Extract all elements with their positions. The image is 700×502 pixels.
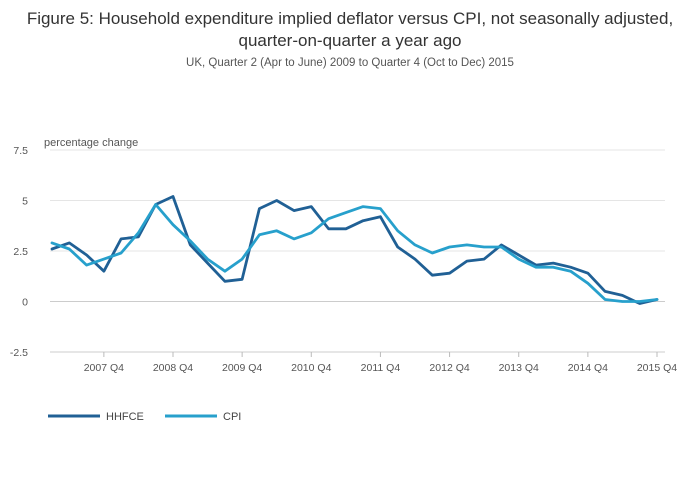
legend-label-cpi: CPI	[223, 411, 241, 423]
x-tick-label: 2008 Q4	[153, 362, 193, 374]
x-tick-label: 2012 Q4	[429, 362, 469, 374]
legend-label-hhfce: HHFCE	[106, 411, 144, 423]
chart-subtitle: UK, Quarter 2 (Apr to June) 2009 to Quar…	[186, 57, 514, 69]
x-tick-label: 2007 Q4	[84, 362, 124, 374]
y-tick-label: 7.5	[13, 145, 28, 157]
x-tick-label: 2013 Q4	[499, 362, 539, 374]
y-tick-label: -2.5	[10, 347, 28, 359]
x-tick-label: 2010 Q4	[291, 362, 331, 374]
y-axis-label: percentage change	[44, 137, 138, 149]
y-tick-label: 2.5	[13, 246, 28, 258]
x-tick-label: 2011 Q4	[361, 362, 401, 374]
y-tick-label: 0	[22, 297, 28, 309]
chart-title: Figure 5: Household expenditure implied …	[26, 9, 674, 50]
x-axis: 2007 Q4 2008 Q4 2009 Q4 2010 Q4 2011 Q4 2012 …	[50, 351, 677, 374]
series-line-hhfce	[50, 195, 659, 305]
y-axis: 7.5 5 2.5 0 -2.5	[10, 145, 28, 359]
x-tick-label: 2014 Q4	[568, 362, 608, 374]
legend: HHFCE CPI	[48, 411, 241, 423]
series-lines	[50, 195, 659, 305]
x-tick-label: 2009 Q4	[222, 362, 262, 374]
series-line-cpi	[50, 203, 659, 303]
y-tick-label: 5	[22, 196, 28, 208]
x-tick-label: 2015 Q4	[637, 362, 677, 374]
gridlines	[50, 149, 665, 353]
